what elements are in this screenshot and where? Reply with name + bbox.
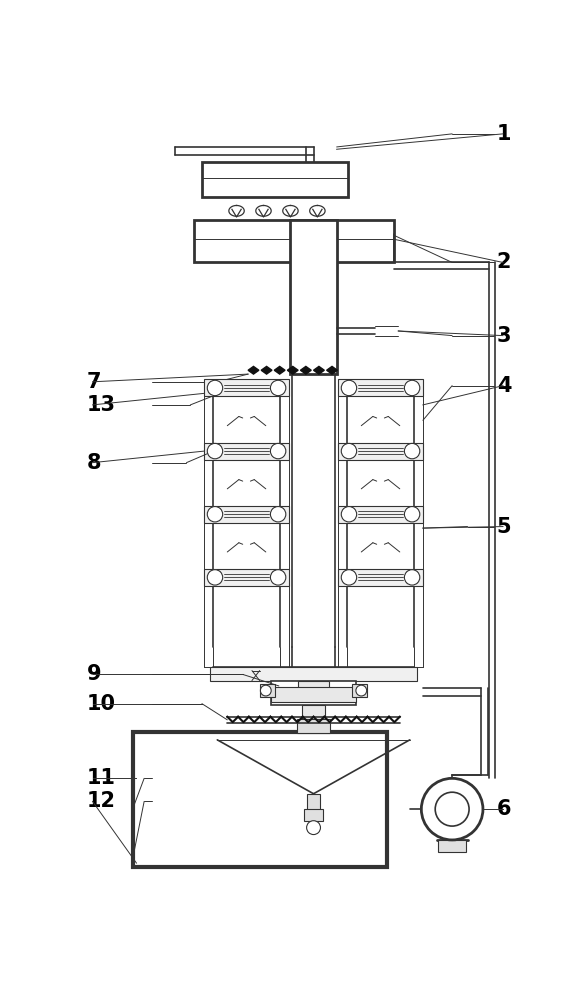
Bar: [291, 220, 336, 374]
Circle shape: [271, 380, 286, 396]
Circle shape: [271, 507, 286, 522]
Bar: [204, 569, 289, 586]
Bar: [302, 705, 325, 721]
Bar: [298, 681, 329, 692]
Polygon shape: [301, 366, 311, 374]
Circle shape: [404, 443, 420, 459]
Bar: [271, 687, 356, 702]
Circle shape: [306, 821, 321, 835]
Circle shape: [421, 778, 483, 840]
Text: 6: 6: [497, 799, 511, 819]
Polygon shape: [313, 366, 325, 374]
Bar: [202, 162, 348, 197]
Bar: [133, 732, 387, 867]
Text: 12: 12: [86, 791, 116, 811]
Bar: [352, 684, 367, 697]
Bar: [304, 809, 323, 821]
Bar: [308, 794, 320, 811]
Circle shape: [341, 507, 357, 522]
Bar: [338, 379, 423, 396]
Bar: [338, 443, 423, 460]
Text: 7: 7: [86, 372, 101, 392]
Bar: [338, 506, 423, 523]
Polygon shape: [261, 366, 272, 374]
Bar: [259, 684, 275, 697]
Bar: [338, 569, 423, 586]
Text: 11: 11: [86, 768, 116, 788]
Text: 3: 3: [497, 326, 511, 346]
Circle shape: [404, 380, 420, 396]
Text: 1: 1: [497, 124, 511, 144]
Circle shape: [271, 443, 286, 459]
Circle shape: [207, 570, 222, 585]
Polygon shape: [288, 366, 298, 374]
Text: 4: 4: [497, 376, 511, 396]
Circle shape: [207, 507, 222, 522]
Polygon shape: [326, 366, 338, 374]
Circle shape: [404, 507, 420, 522]
Bar: [204, 379, 289, 396]
Polygon shape: [248, 366, 259, 374]
Bar: [296, 719, 330, 733]
Circle shape: [271, 570, 286, 585]
Bar: [204, 443, 289, 460]
Circle shape: [404, 570, 420, 585]
Bar: [438, 840, 466, 852]
Polygon shape: [274, 366, 285, 374]
Circle shape: [341, 570, 357, 585]
Text: 8: 8: [86, 453, 101, 473]
Circle shape: [261, 685, 271, 696]
Bar: [271, 681, 356, 705]
Circle shape: [207, 380, 222, 396]
Bar: [204, 506, 289, 523]
Circle shape: [356, 685, 367, 696]
Text: 13: 13: [86, 395, 116, 415]
Text: 5: 5: [497, 517, 511, 537]
Bar: [194, 220, 394, 262]
Circle shape: [341, 380, 357, 396]
Bar: [210, 667, 417, 681]
Circle shape: [435, 792, 469, 826]
Text: 9: 9: [86, 664, 101, 684]
Circle shape: [341, 443, 357, 459]
Text: 2: 2: [497, 252, 511, 272]
Text: 10: 10: [86, 694, 116, 714]
Circle shape: [207, 443, 222, 459]
